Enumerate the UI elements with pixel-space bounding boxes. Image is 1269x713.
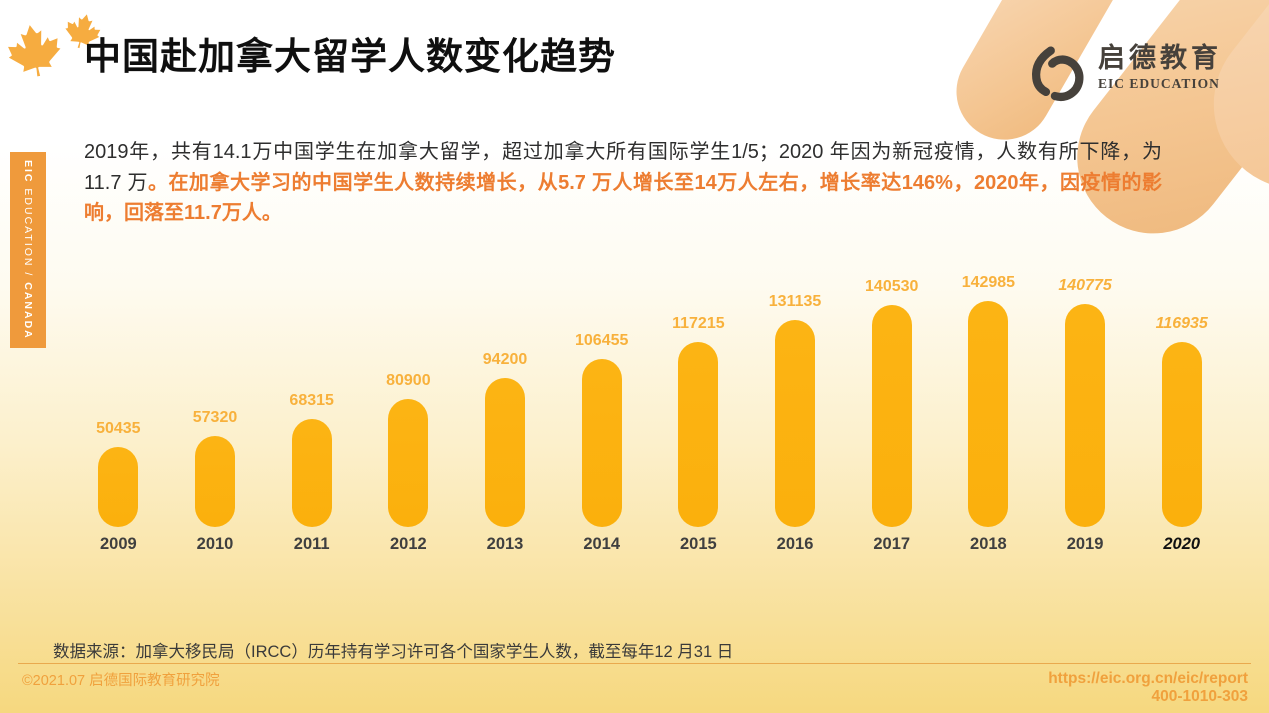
chart-column: 140530 2017 [843,268,940,564]
bar-year-label: 2017 [873,534,911,553]
deco-swoosh-corner [1179,0,1269,224]
eic-logo-name-en: EIC EDUCATION [1098,76,1220,91]
footer-divider [18,663,1251,664]
bar-year-label: 2014 [583,534,621,553]
bar [98,446,139,527]
bar-value-label: 140530 [865,277,919,295]
maple-leaf-icon-large [8,25,61,77]
eic-logo-name-cn: 启德教育 [1098,43,1222,73]
bar [678,341,719,527]
bar [775,319,816,527]
bar [485,377,526,527]
bar-year-label: 2015 [680,534,717,553]
sidebar-tab: EIC EDUCATION / CANADA [10,152,46,348]
bar-year-label: 2019 [1066,534,1104,553]
chart-column: 68315 2011 [263,268,360,564]
sidebar-label: EIC EDUCATION / CANADA [22,160,34,340]
footer-phone: 400-1010-303 [1151,688,1248,705]
bar-value-label: 57320 [192,408,238,426]
intro-text-normal: 2019年，共有14.1万中国学生在加拿大留学，超过加拿大所有国际学生1/5；2… [84,141,1162,194]
bar-value-label: 116935 [1155,314,1208,332]
chart-column: 142985 2018 [940,268,1037,564]
bar [581,358,622,527]
bar-value-label: 140775 [1058,276,1112,294]
chart-column: 140775 2019 [1037,268,1134,564]
footer-contact: https://eic.org.cn/eic/report 400-1010-3… [1048,670,1248,706]
bar-year-label: 2020 [1163,534,1201,553]
chart-column: 80900 2012 [360,268,457,564]
bar-value-label: 117215 [672,314,725,332]
bar-value-label: 68315 [289,391,334,409]
chart-column: 106455 2014 [553,268,650,564]
maple-leaf-icon-small [65,14,101,49]
bar [1065,303,1106,527]
bar-year-label: 2012 [389,534,427,553]
intro-text-highlight: 。在加拿大学习的中国学生人数持续增长，从5.7 万人增长至14万人左右，增长率达… [84,171,1163,225]
bar-value-label: 50435 [96,419,141,437]
bar-value-label: 131135 [768,292,822,310]
bar-year-label: 2010 [196,534,234,553]
bar-value-label: 142985 [961,273,1016,291]
maple-leaves [2,12,114,90]
bar-year-label: 2011 [293,534,330,553]
bar [291,418,332,527]
bar-year-label: 2013 [486,534,524,553]
eic-logo-icon [1031,46,1084,101]
footer-url: https://eic.org.cn/eic/report [1048,670,1248,687]
chart-column: 50435 2009 [70,268,167,564]
intro-paragraph: 2019年，共有14.1万中国学生在加拿大留学，超过加拿大所有国际学生1/5；2… [84,137,1162,229]
bar-year-label: 2018 [970,534,1007,553]
bar [968,300,1009,527]
eic-logo: 启德教育 EIC EDUCATION [1026,42,1222,106]
chart-column: 94200 2013 [457,268,554,564]
bar-year-label: 2016 [776,534,814,553]
chart-column: 57320 2010 [167,268,264,564]
sidebar-brand: EIC [22,160,34,184]
chart-column: 117215 2015 [650,268,747,564]
bar-value-label: 80900 [386,371,431,389]
bar-value-label: 94200 [482,350,528,368]
bar [388,398,429,527]
chart-column: 131135 2016 [747,268,844,564]
sidebar-middle: EDUCATION / [22,183,34,283]
page-title: 中国赴加拿大留学人数变化趋势 [84,36,616,77]
copyright-text: ©2021.07 启德国际教育研究院 [22,673,220,689]
bar [871,304,912,527]
sidebar-region: CANADA [22,282,34,340]
bar-year-label: 2009 [99,534,137,553]
chart-column: 116935 2020 [1133,268,1230,564]
bar-value-label: 106455 [575,331,629,349]
source-note: 数据来源：加拿大移民局（IRCC）历年持有学习许可各个国家学生人数，截至每年12… [53,643,734,661]
bar [1161,341,1202,527]
bar-chart: 50435 2009 57320 2010 68315 2011 80900 2012 9420… [70,268,1230,564]
bar [195,435,235,527]
